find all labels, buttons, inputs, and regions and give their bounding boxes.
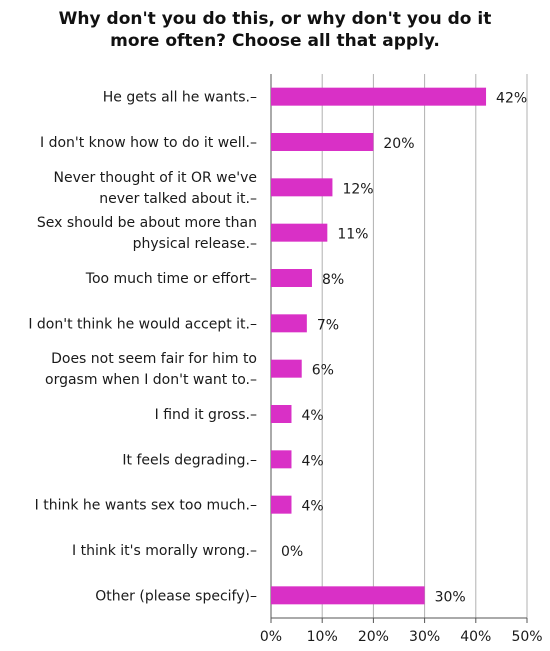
category-label: It feels degrading.– <box>122 452 257 468</box>
category-label-line: never talked about it.– <box>99 191 257 207</box>
data-label: 7% <box>317 317 339 333</box>
category-label: Never thought of it OR we've never talked… <box>54 170 257 207</box>
category-label-line: orgasm when I don't want to.– <box>45 372 257 388</box>
category-label-line: I think he wants sex too much.– <box>35 498 257 514</box>
chart-title: Why don't you do this, or why don't you … <box>0 8 550 52</box>
bar <box>271 586 425 605</box>
category-label: Other (please specify)– <box>95 588 257 604</box>
category-label-line: I don't know how to do it well.– <box>40 135 257 151</box>
bar <box>271 178 333 197</box>
category-label-line: Never thought of it OR we've <box>54 170 257 186</box>
bar <box>271 359 302 378</box>
data-label: 8% <box>322 272 344 288</box>
category-label-line: I find it gross.– <box>155 407 257 423</box>
bar <box>271 405 292 423</box>
category-label: I find it gross.– <box>155 407 257 423</box>
category-label-line: Sex should be about more than <box>37 215 257 231</box>
category-label-line: He gets all he wants.– <box>103 90 257 106</box>
bar <box>271 269 312 287</box>
category-label-line: I don't think he would accept it.– <box>28 316 257 332</box>
x-tick-label: 30% <box>409 629 440 645</box>
bar <box>271 450 292 469</box>
data-label: 4% <box>301 453 323 469</box>
category-label-line: Other (please specify)– <box>95 588 257 604</box>
bar <box>271 314 307 333</box>
category-label: I don't know how to do it well.– <box>40 135 257 151</box>
data-label: 4% <box>301 408 323 424</box>
data-label: 42% <box>496 91 527 107</box>
category-label-line: Does not seem fair for him to <box>51 351 257 367</box>
category-label: I think he wants sex too much.– <box>35 498 257 514</box>
category-label: Does not seem fair for him to orgasm when… <box>45 351 257 388</box>
x-tick-label: 50% <box>511 629 542 645</box>
bar <box>271 133 374 151</box>
category-label: Too much time or effort– <box>85 271 257 287</box>
category-label-line: Too much time or effort– <box>85 271 257 287</box>
data-label: 30% <box>435 589 466 605</box>
x-tick-label: 20% <box>358 629 389 645</box>
category-label-line: It feels degrading.– <box>122 452 257 468</box>
x-tick-label: 40% <box>460 629 491 645</box>
chart-title-line-2: more often? Choose all that apply. <box>110 31 440 51</box>
data-label: 0% <box>281 544 303 560</box>
bar <box>271 495 292 514</box>
chart-title-line-1: Why don't you do this, or why don't you … <box>58 9 492 29</box>
category-label: I don't think he would accept it.– <box>28 316 257 332</box>
data-label: 20% <box>383 136 414 152</box>
data-label: 4% <box>301 499 323 515</box>
data-label: 12% <box>342 181 373 197</box>
bar <box>271 223 328 242</box>
x-tick-label: 0% <box>260 629 282 645</box>
category-label: Sex should be about more than physical re… <box>37 215 257 252</box>
data-label: 11% <box>337 227 368 243</box>
x-tick-label: 10% <box>307 629 338 645</box>
category-label: He gets all he wants.– <box>103 90 257 106</box>
category-label-line: physical release.– <box>133 236 257 252</box>
category-label: I think it's morally wrong.– <box>72 543 257 559</box>
bar <box>271 87 487 106</box>
category-label-line: I think it's morally wrong.– <box>72 543 257 559</box>
data-label: 6% <box>312 363 334 379</box>
